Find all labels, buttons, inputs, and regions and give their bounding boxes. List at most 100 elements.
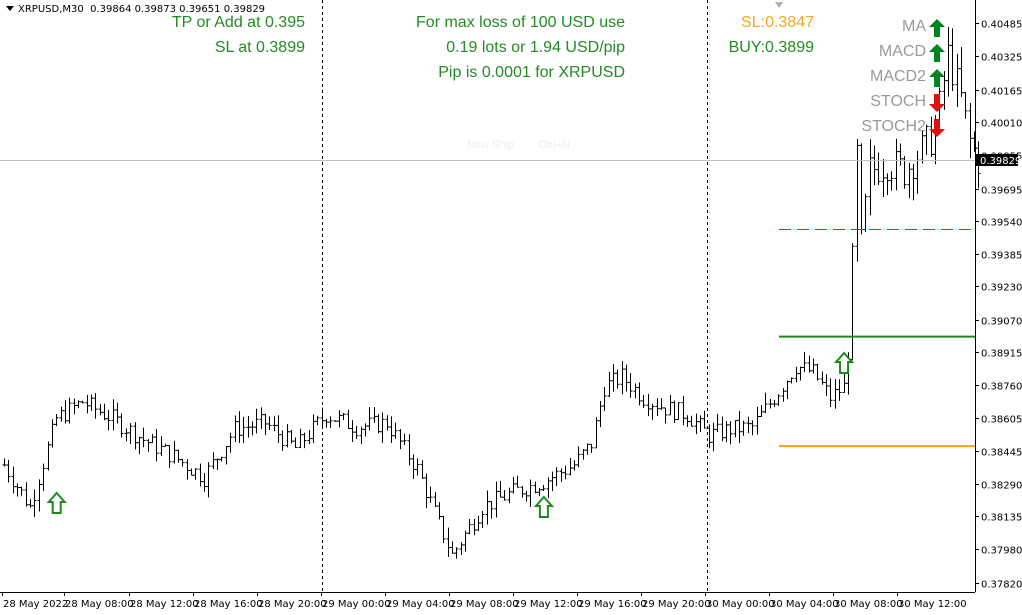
ohlc-bar [11, 466, 16, 494]
ohlc-bar [19, 486, 24, 496]
ohlc-bar [676, 402, 681, 421]
ohlc-bar [494, 481, 499, 518]
time-tick-label: 29 May 20:00 [642, 599, 711, 610]
ohlc-bar [681, 396, 686, 426]
ohlc-bar [137, 436, 142, 455]
ohlc-bar [385, 415, 390, 431]
ohlc-bar [507, 487, 512, 504]
ohlc-bar [802, 351, 807, 373]
price-tick-label: 0.40485 [981, 20, 1022, 31]
price-tick-label: 0.38605 [981, 415, 1022, 426]
ohlc-bar [433, 492, 438, 508]
ohlc-bar [828, 378, 833, 407]
ohlc-bar [915, 150, 920, 194]
ohlc-bar [219, 456, 224, 462]
ohlc-bar [398, 429, 403, 450]
ohlc-bar [672, 400, 677, 423]
ohlc-bar [750, 420, 755, 436]
ohlc-bar [833, 378, 838, 409]
ohlc-bar [794, 366, 799, 383]
buy-signal-arrow-icon [533, 495, 555, 518]
ohlc-bar [776, 394, 781, 406]
ohlc-bar [489, 501, 494, 519]
ohlc-bar [272, 416, 277, 432]
ohlc-bar [350, 420, 355, 442]
ohlc-bar [89, 394, 94, 411]
ohlc-bar [942, 71, 947, 110]
chart-header: XRPUSD,M30 0.39864 0.39873 0.39651 0.398… [2, 4, 265, 15]
trade-levels [0, 2, 975, 447]
ohlc-bar [128, 423, 133, 444]
ohlc-bar [428, 486, 433, 503]
ohlc-bar [685, 415, 690, 427]
ohlc-bar [785, 380, 790, 400]
ohlc-bar [41, 463, 46, 491]
ohlc-bar [485, 490, 490, 525]
ohlc-bar [367, 407, 372, 431]
ohlc-bar [480, 510, 485, 528]
ohlc-bar [463, 530, 468, 552]
time-tick-label: 28 May 2022 [3, 599, 68, 610]
ohlc-bar [346, 409, 351, 430]
ohlc-bar [415, 458, 420, 476]
time-tick-label: 29 May 04:00 [386, 599, 455, 610]
indicator-label-ma: MA [902, 18, 926, 35]
ohlc-bar [80, 400, 85, 404]
ohlc-bar [698, 415, 703, 432]
ohlc-bar [820, 371, 825, 385]
ghost-menu-item: New Ship Ctrl+N [467, 139, 571, 151]
ohlc-bar [302, 432, 307, 449]
ohlc-bar [224, 446, 229, 465]
time-tick-label: 30 May 08:00 [834, 599, 903, 610]
price-tick-label: 0.40325 [981, 53, 1022, 64]
time-tick-label: 30 May 12:00 [898, 599, 967, 610]
ohlc-bar [85, 394, 90, 414]
ohlc-bar [924, 124, 929, 155]
ohlc-bar [259, 407, 264, 429]
signal-arrows [46, 351, 855, 518]
ohlc-bar [363, 423, 368, 437]
ohlc-bar [715, 413, 720, 433]
ohlc-bar [119, 413, 124, 438]
ohlc-bar [28, 499, 33, 508]
ohlc-bar [959, 47, 964, 97]
ohlc-bar [72, 398, 77, 415]
current-price-label: 0.39829 [980, 156, 1021, 167]
ohlc-bar [907, 162, 912, 199]
chevron-down-icon[interactable] [6, 6, 14, 11]
ohlc-bar [889, 171, 894, 191]
ohlc-bar [276, 415, 281, 444]
ohlc-bar [872, 145, 877, 186]
ohlc-bar [211, 452, 216, 470]
period-marker-icon [775, 2, 783, 8]
ohlc-bar [898, 143, 903, 166]
arrow-up-icon [929, 19, 945, 37]
ohlc-bar [728, 421, 733, 445]
price-tick-label: 0.38135 [981, 513, 1022, 524]
ohlc-bar [46, 441, 51, 471]
ohlc-bar [759, 404, 764, 418]
ohlc-bar [2, 458, 7, 467]
arrow-down-icon [929, 94, 945, 112]
ohlc-bar [24, 482, 29, 507]
ohlc-bar [76, 400, 81, 409]
price-tick-label: 0.39695 [981, 186, 1022, 197]
price-tick-label: 0.40010 [981, 119, 1022, 130]
ohlc-bar [585, 443, 590, 455]
time-tick-label: 29 May 16:00 [578, 599, 647, 610]
ohlc-bar [894, 138, 899, 191]
ohlc-bar [459, 542, 464, 556]
time-tick-label: 28 May 08:00 [65, 599, 134, 610]
ohlc-bar [54, 413, 59, 427]
price-tick-label: 0.38290 [981, 481, 1022, 492]
ohlc-bar [498, 480, 503, 498]
ohlc-bar [554, 467, 559, 487]
ohlc-bar [146, 439, 151, 452]
ohlc-bar [298, 428, 303, 449]
ohlc-bar [855, 138, 860, 262]
time-tick-label: 30 May 00:00 [706, 599, 775, 610]
ohlc-bar [702, 410, 707, 429]
ohlc-bar [502, 490, 507, 501]
ohlc-bar [454, 547, 459, 559]
